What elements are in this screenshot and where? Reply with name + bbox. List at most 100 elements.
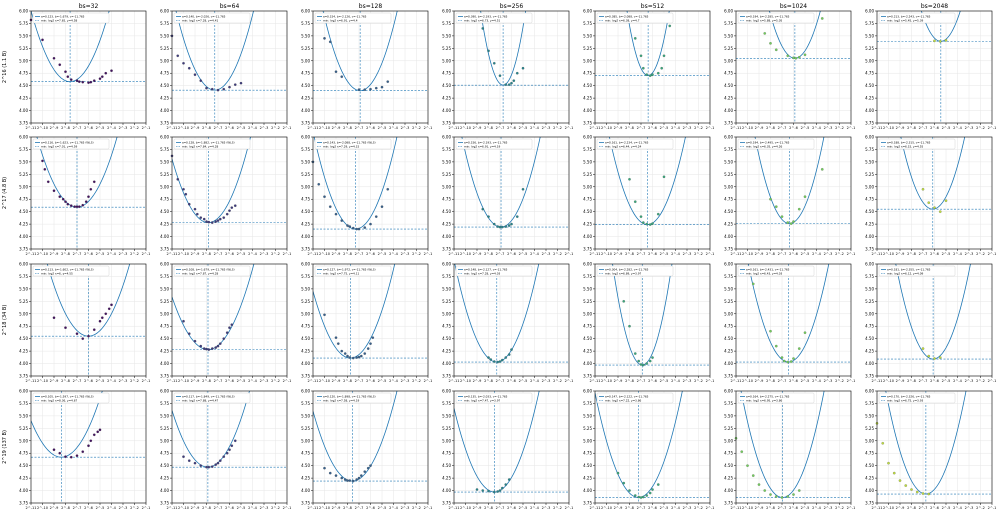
x-tick-label: 2^-5 bbox=[519, 379, 528, 383]
data-point bbox=[193, 207, 197, 211]
data-point bbox=[346, 354, 349, 358]
data-point bbox=[348, 356, 352, 359]
data-point bbox=[366, 466, 370, 470]
data-point bbox=[228, 209, 231, 212]
x-tick-label: 2^-2 bbox=[130, 252, 139, 256]
data-point bbox=[510, 348, 513, 351]
x-tick-label: 2^-5 bbox=[660, 252, 669, 256]
y-tick-label: 3.75 bbox=[160, 247, 169, 252]
data-point bbox=[104, 71, 108, 75]
column-title: bs=64 bbox=[220, 3, 240, 10]
x-tick-label: 2^-4 bbox=[953, 379, 962, 383]
x-tick-label: 2^-9 bbox=[473, 252, 482, 256]
x-tick-label: 2^-5 bbox=[660, 126, 669, 130]
fit-curve bbox=[626, 11, 670, 77]
data-point bbox=[73, 205, 77, 208]
x-tick-label: 2^-11 bbox=[308, 126, 319, 130]
y-tick-label: 5.75 bbox=[583, 147, 592, 152]
x-tick-label: 2^-4 bbox=[107, 252, 116, 256]
y-tick-label: 5.00 bbox=[724, 311, 733, 316]
legend-fit-label: a=0.140, b=-2.026, c=-11.765 bbox=[182, 15, 226, 19]
y-tick-label: 5.25 bbox=[583, 299, 592, 304]
x-tick-label: 2^-7 bbox=[496, 379, 505, 383]
data-point bbox=[944, 39, 948, 42]
x-tick-label: 2^-6 bbox=[366, 379, 375, 383]
y-tick-label: 5.00 bbox=[583, 438, 592, 443]
data-point bbox=[498, 360, 502, 363]
data-point bbox=[820, 168, 824, 171]
data-point bbox=[780, 496, 784, 499]
x-tick-label: 2^-4 bbox=[248, 379, 257, 383]
y-tick-label: 5.50 bbox=[160, 33, 169, 38]
legend-fit-label: a=0.156, b=-2.193, c=-11.765 bbox=[464, 141, 508, 145]
y-tick-label: 4.50 bbox=[301, 209, 310, 214]
x-tick-label: 2^-10 bbox=[460, 252, 471, 256]
data-point bbox=[921, 492, 925, 495]
data-point bbox=[351, 356, 355, 360]
legend-box bbox=[173, 12, 251, 24]
x-tick-label: 2^-10 bbox=[178, 126, 189, 130]
legend-fit-label: a=0.213, b=-2.243, c=-11.765 bbox=[887, 15, 931, 19]
data-point bbox=[214, 346, 218, 349]
data-point bbox=[904, 484, 908, 487]
data-point bbox=[487, 215, 490, 218]
legend-fit-label: a=0.117, b=-1.849, c=-11.765 (WLS) bbox=[182, 395, 235, 399]
y-tick-label: 4.50 bbox=[724, 209, 733, 214]
x-tick-label: 2^-10 bbox=[883, 126, 894, 130]
y-tick-label: 5.25 bbox=[724, 299, 733, 304]
x-tick-label: 2^-6 bbox=[789, 379, 798, 383]
data-point bbox=[75, 454, 79, 458]
data-point bbox=[641, 495, 645, 499]
data-point bbox=[797, 347, 801, 350]
y-tick-label: 6.00 bbox=[442, 9, 451, 14]
y-tick-label: 5.50 bbox=[301, 159, 310, 164]
legend-fit-label: a=0.123, b=-1.679, c=-11.765 bbox=[41, 15, 85, 19]
y-tick-label: 5.75 bbox=[301, 147, 310, 152]
x-tick-label: 2^-2 bbox=[553, 252, 562, 256]
y-tick-label: 6.00 bbox=[583, 262, 592, 267]
x-tick-label: 2^-2 bbox=[271, 379, 280, 383]
legend-min-label: min: log2 x=6.38, y=4.7 bbox=[605, 19, 640, 23]
data-point bbox=[915, 490, 919, 494]
data-point bbox=[797, 489, 801, 492]
x-tick-label: 2^-11 bbox=[26, 252, 37, 256]
axes-frame bbox=[453, 136, 570, 250]
y-tick-label: 5.75 bbox=[160, 274, 169, 279]
y-tick-label: 4.50 bbox=[724, 83, 733, 88]
legend-min-label: min: log2 x=6.75, y=3.93 bbox=[887, 399, 923, 403]
legend-fit-label: a=0.135, b=-2.033, c=-11.765 bbox=[464, 395, 508, 399]
y-tick-label: 4.50 bbox=[724, 463, 733, 468]
x-tick-label: 2^-3 bbox=[965, 126, 974, 130]
data-point bbox=[500, 358, 504, 362]
x-tick-label: 2^-5 bbox=[378, 252, 387, 256]
x-tick-label: 2^-10 bbox=[601, 126, 612, 130]
legend-fit-label: a=0.143, b=-2.088, c=-11.765 (WLS) bbox=[323, 141, 376, 145]
y-tick-label: 6.00 bbox=[865, 389, 874, 394]
x-tick-label: 2^-9 bbox=[191, 252, 200, 256]
data-point bbox=[363, 352, 367, 355]
y-tick-label: 4.25 bbox=[442, 96, 451, 101]
y-tick-label: 6.00 bbox=[583, 389, 592, 394]
y-tick-label: 5.25 bbox=[160, 172, 169, 177]
data-point bbox=[92, 180, 96, 184]
x-tick-label: 2^-6 bbox=[648, 252, 657, 256]
y-tick-label: 3.75 bbox=[301, 374, 310, 379]
y-tick-label: 4.00 bbox=[301, 108, 310, 113]
x-tick-label: 2^-10 bbox=[601, 379, 612, 383]
data-point bbox=[628, 178, 631, 181]
x-tick-label: 2^-6 bbox=[366, 252, 375, 256]
x-tick-label: 2^-4 bbox=[248, 252, 257, 256]
x-tick-label: 2^-6 bbox=[789, 506, 798, 510]
x-tick-label: 2^-1 bbox=[706, 506, 715, 510]
y-tick-label: 3.75 bbox=[724, 374, 733, 379]
data-point bbox=[355, 227, 359, 231]
y-tick-label: 4.25 bbox=[865, 222, 874, 227]
x-tick-label: 2^-11 bbox=[590, 126, 601, 130]
data-point bbox=[104, 312, 108, 316]
x-tick-label: 2^-10 bbox=[742, 379, 753, 383]
legend-min-label: min: log2 x=7.65, y=4.58 bbox=[41, 19, 77, 23]
y-tick-label: 3.75 bbox=[583, 247, 592, 252]
y-tick-label: 6.00 bbox=[583, 9, 592, 14]
data-point bbox=[641, 66, 645, 70]
data-point bbox=[637, 359, 641, 363]
